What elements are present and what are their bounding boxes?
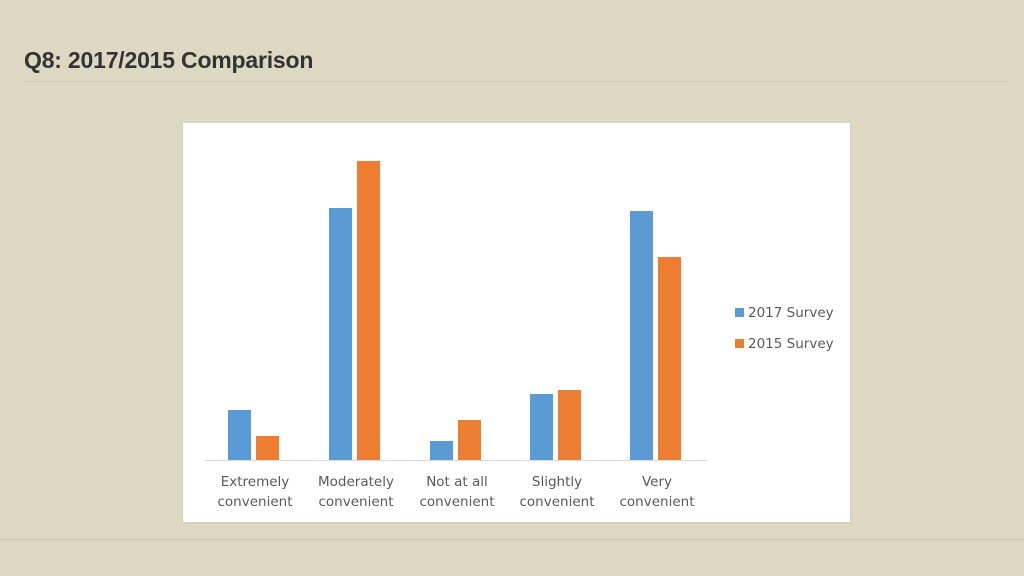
category-label: Slightlyconvenient [507, 472, 607, 512]
bar-group [507, 123, 607, 460]
category-label: Not at allconvenient [407, 472, 507, 512]
bar-2017 [630, 211, 653, 460]
bar-group [306, 123, 406, 460]
category-label: Veryconvenient [607, 472, 707, 512]
legend-label-2017: 2017 Survey [748, 305, 834, 321]
bar-2015 [458, 420, 481, 460]
legend-item-2015: 2015 Survey [735, 328, 834, 359]
bar-group [407, 123, 507, 460]
title-divider [24, 81, 1008, 82]
bar-chart: ExtremelyconvenientModeratelyconvenientN… [183, 123, 850, 522]
bar-2017 [329, 208, 352, 460]
bar-2017 [228, 410, 251, 460]
bar-2017 [530, 394, 553, 460]
bar-2015 [256, 436, 279, 460]
bar-2015 [658, 257, 681, 460]
slide-title: Q8: 2017/2015 Comparison [24, 47, 313, 74]
bar-2015 [558, 390, 581, 460]
category-label: Moderatelyconvenient [306, 472, 406, 512]
footer-divider [0, 539, 1024, 540]
legend-swatch-2015 [735, 339, 744, 348]
legend-label-2015: 2015 Survey [748, 336, 834, 352]
legend: 2017 Survey 2015 Survey [735, 297, 834, 359]
bar-2017 [430, 441, 453, 460]
plot-area [205, 123, 707, 460]
x-axis-line [205, 460, 707, 461]
legend-swatch-2017 [735, 308, 744, 317]
bar-group [607, 123, 707, 460]
bar-2015 [357, 161, 380, 460]
category-label: Extremelyconvenient [205, 472, 305, 512]
legend-item-2017: 2017 Survey [735, 297, 834, 328]
bar-group [205, 123, 305, 460]
